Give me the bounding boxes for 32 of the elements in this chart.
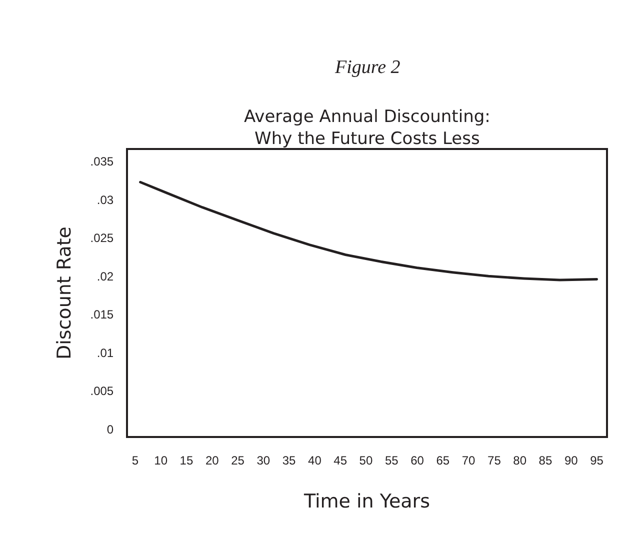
x-tick-label: 70 — [462, 453, 476, 468]
y-tick-label: .01 — [96, 346, 114, 360]
y-axis-title: Discount Rate — [54, 226, 76, 360]
chart-title: Figure 2 — [334, 57, 401, 78]
y-tick-label: .035 — [90, 154, 114, 169]
x-tick-label: 40 — [308, 453, 322, 468]
y-tick-label: .015 — [90, 308, 114, 322]
x-tick-label: 45 — [334, 453, 348, 468]
x-tick-label: 30 — [256, 453, 270, 468]
x-tick-label: 15 — [180, 453, 194, 468]
x-tick-label: 50 — [359, 453, 373, 468]
x-tick-label: 55 — [384, 453, 399, 468]
x-tick-label: 10 — [154, 453, 168, 468]
chart-subtitle: Average Annual Discounting: Why the Future Costs Less — [244, 107, 490, 150]
x-tick-label: 20 — [205, 453, 220, 468]
y-tick-label: .02 — [96, 269, 114, 284]
x-tick-label: 80 — [513, 453, 527, 468]
x-tick-label: 75 — [488, 453, 502, 468]
y-tick-label: .03 — [96, 192, 114, 207]
line-series — [139, 180, 598, 282]
y-tick-label: .025 — [90, 231, 114, 246]
x-tick-label: 60 — [410, 453, 424, 468]
x-tick-label: 65 — [436, 453, 450, 468]
x-tick-label: 5 — [132, 453, 139, 468]
x-tick-label: 35 — [282, 453, 296, 468]
y-tick-label: 0 — [106, 422, 114, 436]
x-axis-title: Time in Years — [302, 490, 430, 513]
x-tick-label: 90 — [564, 453, 578, 468]
x-tick-label: 85 — [538, 453, 552, 468]
x-tick-label: 25 — [231, 453, 245, 468]
y-tick-label: .005 — [90, 384, 114, 398]
x-tick-label: 95 — [590, 453, 604, 468]
